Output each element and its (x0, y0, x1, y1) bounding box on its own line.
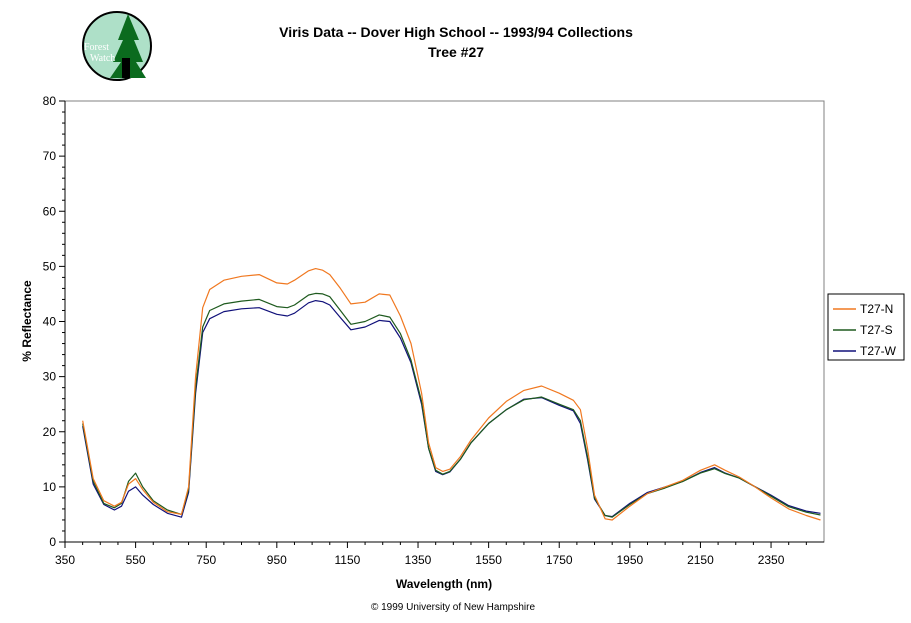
x-tick-label: 1150 (335, 553, 361, 567)
legend: T27-N T27-S T27-W (827, 293, 905, 361)
legend-label-t27-s: T27-S (860, 323, 893, 337)
y-tick-label: 20 (43, 425, 57, 439)
legend-box (827, 293, 905, 361)
x-tick-label: 950 (267, 553, 287, 567)
chart-subtitle: Tree #27 (428, 44, 484, 60)
y-tick-label: 30 (43, 370, 57, 384)
y-tick-label: 60 (43, 204, 57, 218)
x-tick-label: 1950 (616, 553, 643, 567)
series-lines (82, 268, 821, 521)
logo-line-1: Forest (84, 42, 109, 53)
forest-watch-logo: Forest Watch (82, 11, 152, 81)
series-line-t27-n (82, 268, 821, 521)
x-tick-label: 550 (126, 553, 146, 567)
legend-label-t27-n: T27-N (860, 302, 893, 316)
x-tick-label: 1350 (405, 553, 432, 567)
chart-title: Viris Data -- Dover High School -- 1993/… (279, 24, 633, 40)
y-tick-label: 70 (43, 149, 57, 163)
minor-ticks (62, 111, 807, 545)
y-tick-label: 50 (43, 259, 57, 273)
x-axis-label: Wavelength (nm) (396, 577, 492, 591)
y-tick-label: 40 (43, 315, 57, 329)
x-tick-label: 2150 (687, 553, 714, 567)
y-tick-label: 10 (43, 480, 57, 494)
x-tick-label: 1750 (546, 553, 573, 567)
x-tick-label: 1550 (475, 553, 502, 567)
x-tick-label: 350 (55, 553, 75, 567)
copyright-footer: © 1999 University of New Hampshire (371, 602, 536, 613)
y-tick-label: 0 (49, 535, 56, 549)
y-tick-label: 80 (43, 94, 57, 108)
legend-label-t27-w: T27-W (860, 344, 897, 358)
x-axis-ticks: 350 550 750 950 1150 1350 1550 1750 1950 2150 2350 (55, 542, 785, 567)
y-axis-label: % Reflectance (20, 280, 34, 362)
plot-frame (64, 100, 825, 543)
logo-line-2: Watch (90, 53, 115, 64)
y-axis-ticks: 0 10 20 30 40 50 60 70 80 (43, 94, 65, 549)
x-tick-label: 2350 (758, 553, 785, 567)
x-tick-label: 750 (196, 553, 216, 567)
